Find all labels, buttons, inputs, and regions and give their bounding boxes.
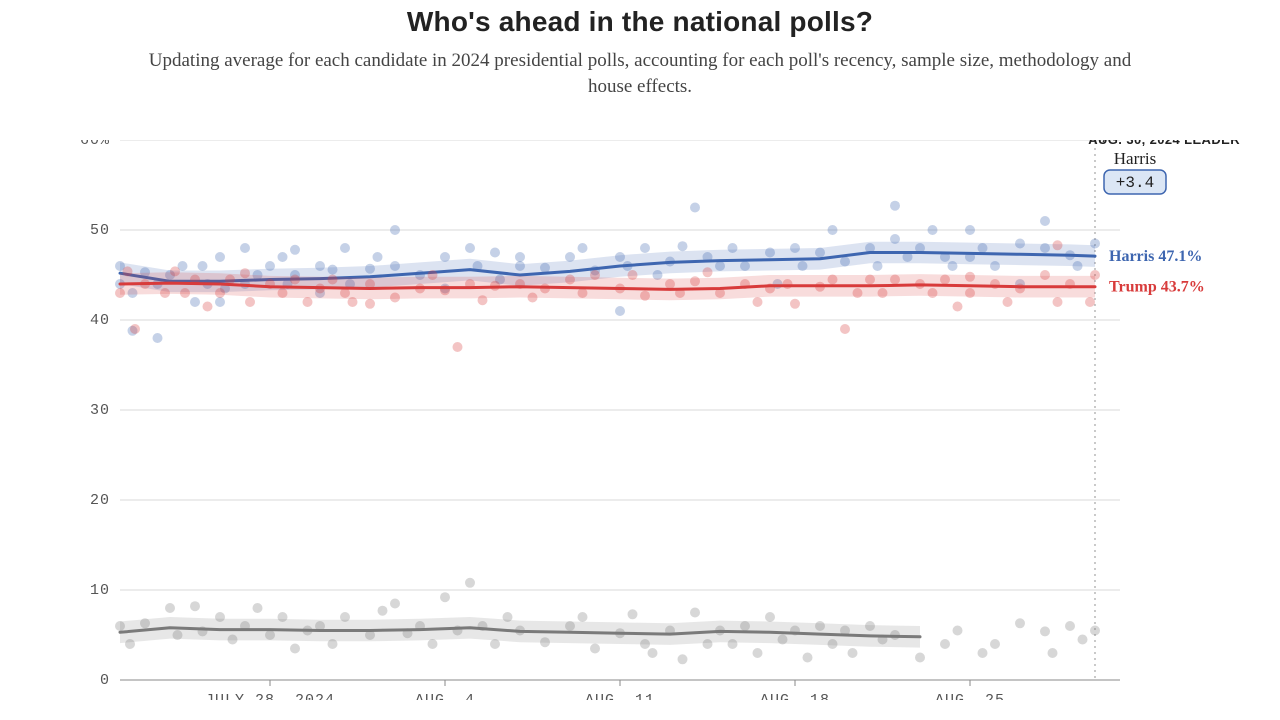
poll-dot [790, 299, 800, 309]
poll-dot [203, 302, 213, 312]
poll-chart: 0 10 20 30 40 50 60% JULY 28, 2024 AUG. 4 AUG. 11… [40, 140, 1250, 700]
poll-dot [190, 297, 200, 307]
poll-dot [253, 603, 263, 613]
poll-dot [190, 601, 200, 611]
poll-dot [1048, 648, 1058, 658]
poll-dot [153, 333, 163, 343]
poll-dot [428, 639, 438, 649]
poll-dot [390, 599, 400, 609]
poll-dot [828, 225, 838, 235]
series-end-label: Trump 43.7% [1109, 279, 1205, 296]
poll-dot [340, 243, 350, 253]
poll-dot [848, 648, 858, 658]
poll-dot [890, 201, 900, 211]
poll-dot [453, 342, 463, 352]
poll-dot [978, 648, 988, 658]
poll-dot [390, 225, 400, 235]
poll-dot [753, 297, 763, 307]
leader-date: AUG. 30, 2024 LEADER [1088, 140, 1240, 147]
poll-dot [590, 644, 600, 654]
poll-dot [690, 203, 700, 213]
poll-dot [648, 648, 658, 658]
poll-dot [678, 654, 688, 664]
poll-dot [615, 306, 625, 316]
poll-dot [215, 252, 225, 262]
poll-dot [578, 243, 588, 253]
series-other [115, 578, 1100, 665]
poll-dot [130, 324, 140, 334]
poll-dot [928, 225, 938, 235]
poll-dot [198, 261, 208, 271]
poll-dot [640, 243, 650, 253]
poll-dot [490, 248, 500, 258]
poll-dot [1040, 626, 1050, 636]
poll-dot [465, 243, 475, 253]
poll-dot [690, 608, 700, 618]
poll-dot [365, 299, 375, 309]
y-tick-label: 10 [90, 582, 110, 599]
poll-dot [1053, 297, 1063, 307]
poll-dot [965, 225, 975, 235]
poll-dot [215, 297, 225, 307]
poll-dot [628, 609, 638, 619]
poll-dot [1078, 635, 1088, 645]
leader-block: AUG. 30, 2024 LEADER Harris +3.4 [1088, 140, 1240, 194]
poll-dot [290, 644, 300, 654]
poll-dot [245, 297, 255, 307]
poll-dot [678, 241, 688, 251]
poll-dot [753, 648, 763, 658]
y-tick-label: 20 [90, 492, 110, 509]
poll-dot [1053, 240, 1063, 250]
poll-dot [1065, 621, 1075, 631]
chart-title: Who's ahead in the national polls? [0, 0, 1280, 38]
series-end-label: Harris 47.1% [1109, 248, 1202, 265]
poll-dot [803, 653, 813, 663]
poll-dot [990, 639, 1000, 649]
poll-dot [1015, 618, 1025, 628]
x-tick-label: AUG. 4 [415, 692, 475, 700]
x-tick-label: AUG. 25 [935, 692, 1005, 700]
poll-dot [953, 626, 963, 636]
x-tick-label: AUG. 11 [585, 692, 655, 700]
poll-dot [165, 603, 175, 613]
poll-dot [1090, 626, 1100, 636]
y-tick-label: 30 [90, 402, 110, 419]
poll-dot [515, 252, 525, 262]
poll-dot [1085, 297, 1095, 307]
series-harris: Harris 47.1% [115, 201, 1202, 343]
poll-dot [303, 297, 313, 307]
poll-dot [373, 252, 383, 262]
x-tick-label: JULY 28, 2024 [205, 692, 335, 700]
y-tick-label: 0 [100, 672, 110, 689]
chart-subtitle: Updating average for each candidate in 2… [140, 48, 1140, 99]
leader-margin-value: +3.4 [1116, 174, 1154, 192]
poll-dot [465, 578, 475, 588]
y-tick-label: 40 [90, 312, 110, 329]
poll-dot [840, 324, 850, 334]
poll-dot [703, 267, 713, 277]
poll-dot [940, 639, 950, 649]
poll-dot [378, 606, 388, 616]
y-tick-label: 50 [90, 222, 110, 239]
poll-dot [915, 653, 925, 663]
poll-dot [765, 612, 775, 622]
poll-dot [578, 612, 588, 622]
poll-dot [290, 245, 300, 255]
poll-dot [953, 302, 963, 312]
poll-dot [240, 243, 250, 253]
x-tick-label: AUG. 18 [760, 692, 830, 700]
poll-dot [440, 592, 450, 602]
poll-dot [1040, 216, 1050, 226]
poll-dot [1003, 297, 1013, 307]
leader-candidate: Harris [1114, 149, 1156, 168]
poll-dot [278, 252, 288, 262]
y-tick-label: 60% [80, 140, 110, 149]
